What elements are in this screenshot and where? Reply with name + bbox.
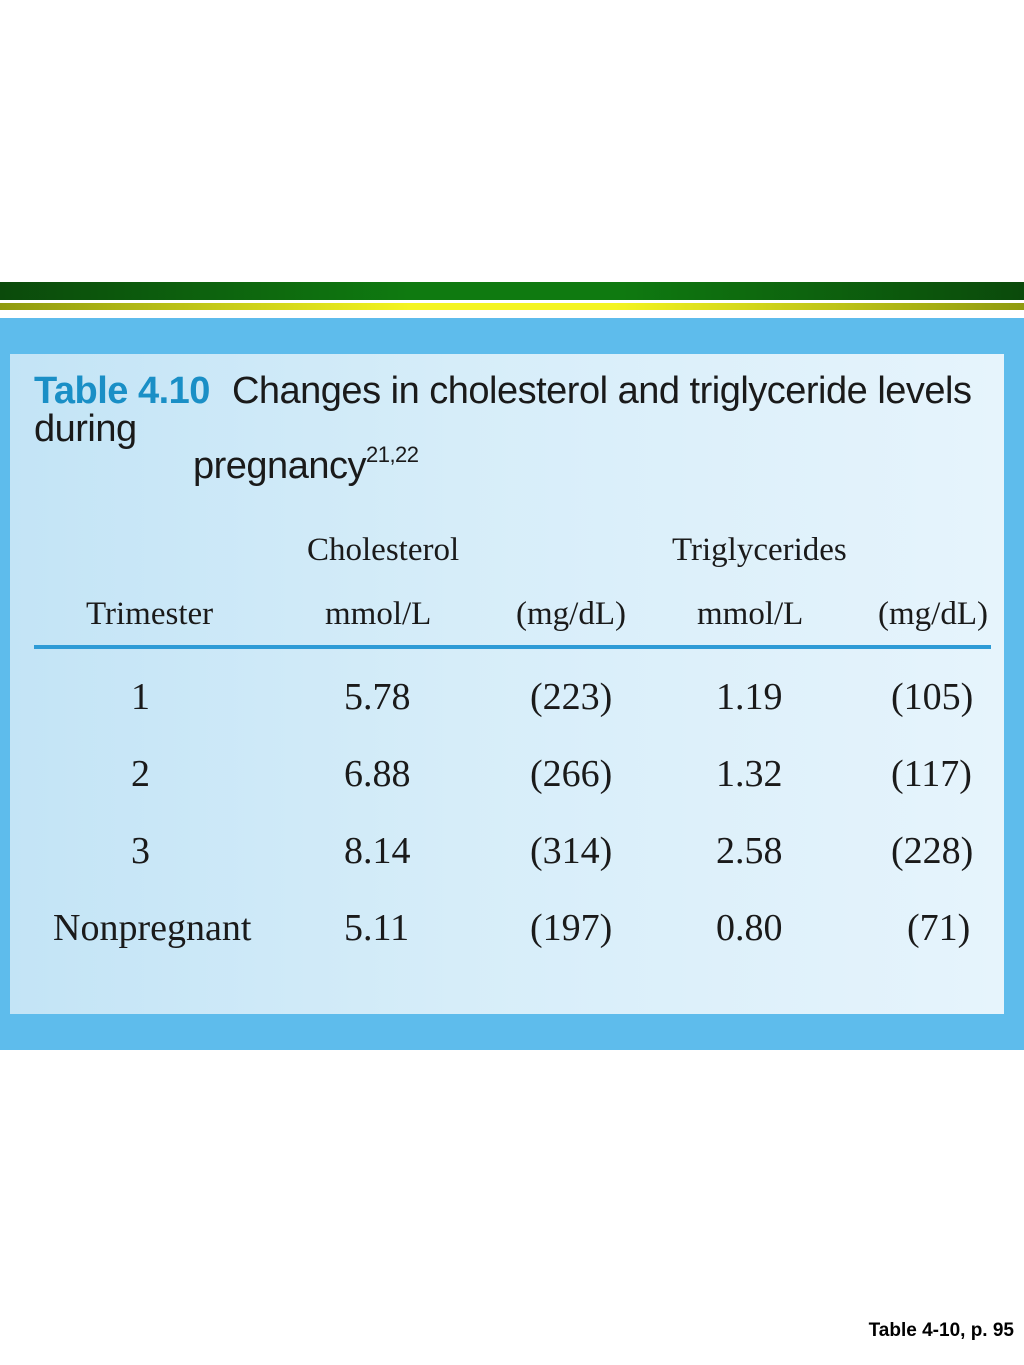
table-number: Table 4.10 [34, 370, 210, 412]
table-title-continued: pregnancy21,22 [193, 442, 419, 487]
table-image-panel [0, 318, 1024, 1050]
header-tg-mgdl: (mg/dL) [878, 596, 988, 632]
header-chol-mmol: mmol/L [325, 596, 432, 632]
table-title: Changes in cholesterol and triglyceride … [34, 370, 972, 450]
source-reference: Table 4-10, p. 95 [868, 1320, 1014, 1341]
header-chol-mgdl: (mg/dL) [516, 596, 626, 632]
cell-trimester: 3 [131, 830, 150, 872]
cell-trimester: 1 [131, 676, 150, 718]
cell-chol-mmol: 6.88 [344, 753, 411, 795]
slide-header-bands [0, 282, 1024, 316]
header-rule [34, 645, 991, 649]
cell-chol-mgdl: (314) [530, 830, 613, 872]
header-tg-mmol: mmol/L [697, 596, 804, 632]
cell-chol-mgdl: (223) [530, 676, 613, 718]
header-trimester: Trimester [86, 596, 214, 632]
cell-chol-mmol: 8.14 [344, 830, 411, 872]
table-title-word: pregnancy [193, 445, 366, 487]
cell-chol-mgdl: (266) [530, 753, 613, 795]
cell-tg-mmol: 1.19 [716, 676, 783, 718]
cell-trimester: 2 [131, 753, 150, 795]
cell-chol-mmol: 5.78 [344, 676, 411, 718]
cell-tg-mmol: 0.80 [716, 907, 783, 949]
citation-superscript: 21,22 [365, 442, 419, 467]
cell-chol-mgdl: (197) [530, 907, 613, 949]
table-caption: Table 4.10 Changes in cholesterol and tri… [34, 372, 1024, 448]
green-band [0, 282, 1024, 300]
cell-tg-mgdl: (71) [907, 907, 971, 949]
white-gap [0, 300, 1024, 303]
cell-tg-mgdl: (228) [891, 830, 974, 872]
yellow-band [0, 303, 1024, 310]
header-cholesterol: Cholesterol [307, 532, 460, 568]
cell-chol-mmol: 5.11 [344, 907, 410, 949]
cell-tg-mmol: 2.58 [716, 830, 783, 872]
table-background [10, 354, 1004, 1014]
header-triglycerides: Triglycerides [672, 532, 847, 568]
cell-trimester: Nonpregnant [53, 907, 252, 949]
cell-tg-mmol: 1.32 [716, 753, 783, 795]
white-gap [0, 310, 1024, 316]
cell-tg-mgdl: (105) [891, 676, 974, 718]
cell-tg-mgdl: (117) [891, 753, 972, 795]
